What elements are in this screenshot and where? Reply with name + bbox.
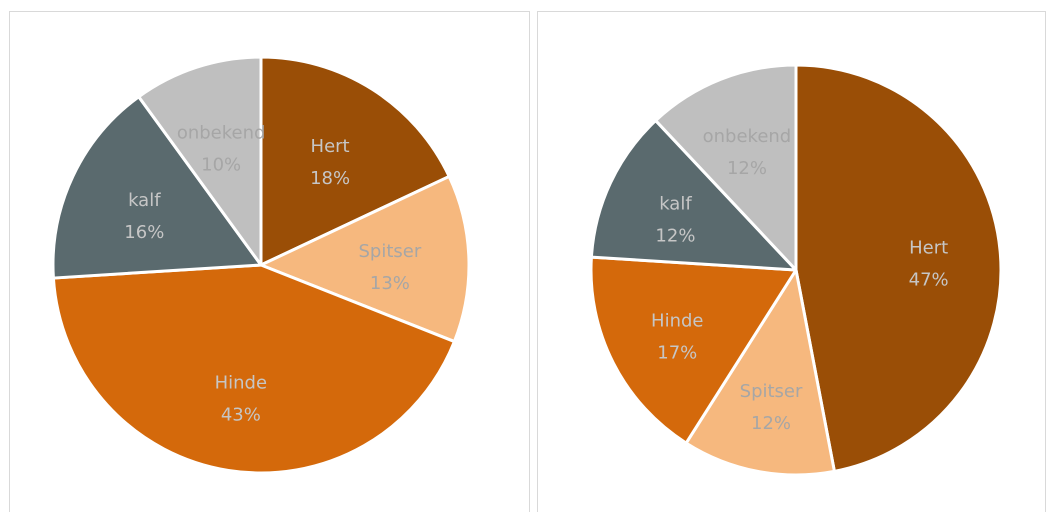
pie-slice-onbekend-right [654,63,798,272]
data-label-percent-hinde-left: 43% [221,404,261,425]
data-label-percent-onbekend-right: 12% [727,158,767,179]
data-label-category-kalf-left: kalf [128,190,161,211]
data-label-category-hinde-left: Hinde [215,372,267,393]
pie-slice-hinde-left [51,263,456,475]
data-label-percent-hinde-right: 17% [657,342,697,363]
data-label-category-hert-left: Hert [311,136,350,157]
pie-slice-kalf-right [589,119,798,272]
data-label-percent-spitser-left: 13% [370,273,410,294]
pie-slice-hinde-right [589,255,798,445]
data-label-category-onbekend-right: onbekend [703,126,792,147]
pie-slice-hert-left [259,55,451,267]
pie-slice-onbekend-left [137,55,263,267]
data-label-percent-onbekend-left: 10% [201,154,241,175]
chart-panel-right: Hert 47% Spitser 12% Hinde 17% kalf 12% onbekend… [537,11,1046,512]
data-label-percent-hert-right: 47% [909,269,949,290]
data-label-category-onbekend-left: onbekend [177,122,266,143]
data-label-percent-hert-left: 18% [310,168,350,189]
data-label-percent-spitser-right: 12% [751,413,791,434]
pie-chart-right: Hert 47% Spitser 12% Hinde 17% kalf 12% onbekend… [589,63,1003,477]
data-label-percent-kalf-right: 12% [655,225,695,246]
data-label-category-spitser-right: Spitser [740,381,803,402]
pie-slice-spitser-left [259,174,471,344]
data-label-percent-kalf-left: 16% [124,222,164,243]
pie-slice-hert-right [794,63,1003,473]
pie-slice-spitser-right [684,268,836,477]
data-label-category-spitser-left: Spitser [359,241,422,262]
pie-chart-left: Hert 18% Spitser 13% Hinde 43% kalf 16% onbekend… [51,55,471,475]
data-label-category-hinde-right: Hinde [651,310,703,331]
pie-slice-kalf-left [51,95,263,280]
data-label-category-kalf-right: kalf [659,193,692,214]
data-label-category-hert-right: Hert [909,237,948,258]
chart-panel-left: Hert 18% Spitser 13% Hinde 43% kalf 16% onbekend… [9,11,530,512]
